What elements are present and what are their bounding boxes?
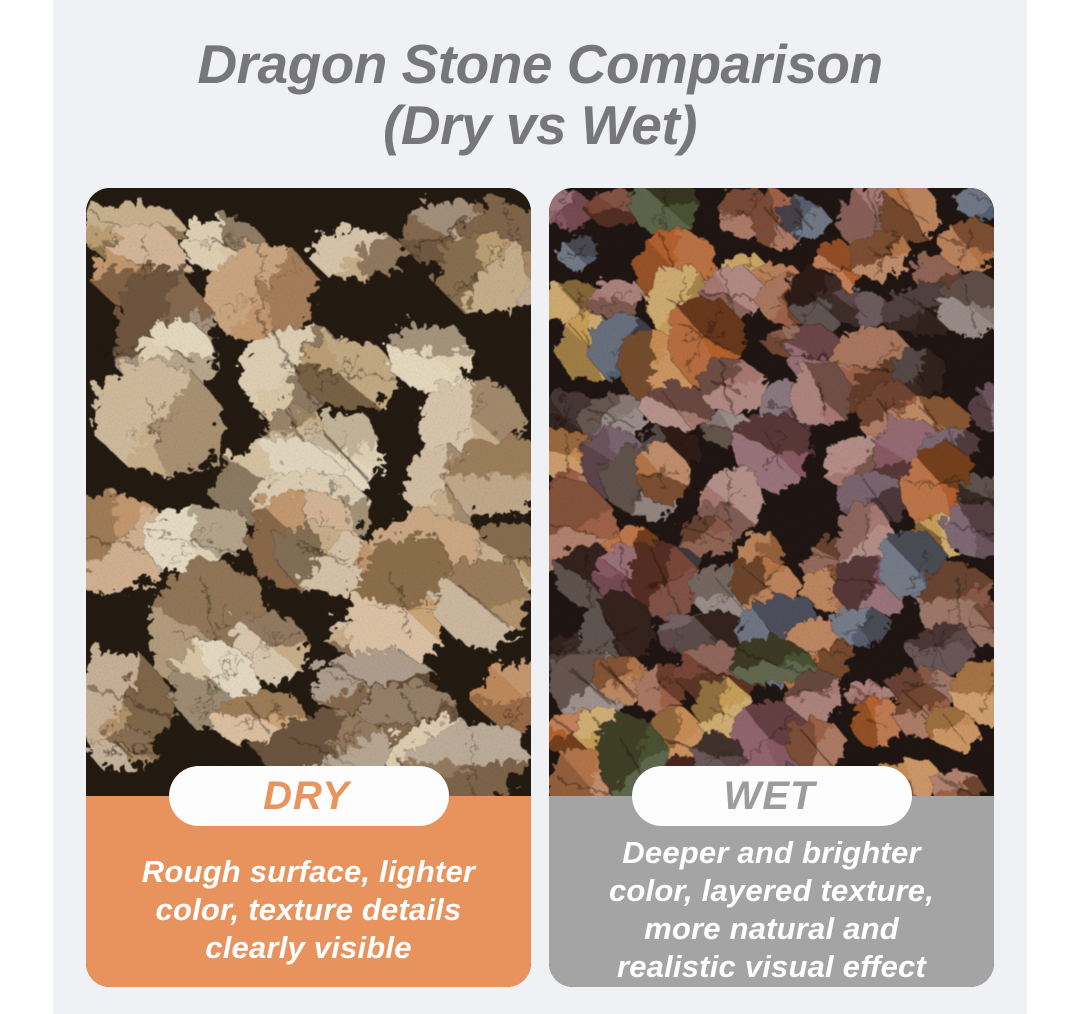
dry-stone-photo xyxy=(86,188,531,796)
infographic-canvas: Dragon Stone Comparison (Dry vs Wet) Rou… xyxy=(53,0,1027,1014)
wet-label-pill: WET xyxy=(631,766,912,826)
wet-stone-photo xyxy=(549,188,994,796)
wet-description-panel: Deeper and brighter color, layered textu… xyxy=(549,796,994,987)
page-title: Dragon Stone Comparison (Dry vs Wet) xyxy=(53,0,1027,156)
dry-stone-card: Rough surface, lighter color, texture de… xyxy=(86,188,531,987)
wet-stone-card: Deeper and brighter color, layered textu… xyxy=(549,188,994,987)
wet-description-text: Deeper and brighter color, layered textu… xyxy=(608,834,935,984)
title-line-2: (Dry vs Wet) xyxy=(383,94,697,156)
comparison-cards: Rough surface, lighter color, texture de… xyxy=(53,188,1027,987)
wet-label: WET xyxy=(723,773,816,818)
title-line-1: Dragon Stone Comparison xyxy=(197,33,883,95)
dry-description-panel: Rough surface, lighter color, texture de… xyxy=(86,796,531,987)
dry-label: DRY xyxy=(263,773,350,818)
dry-description-text: Rough surface, lighter color, texture de… xyxy=(141,853,476,965)
dry-label-pill: DRY xyxy=(168,766,449,826)
